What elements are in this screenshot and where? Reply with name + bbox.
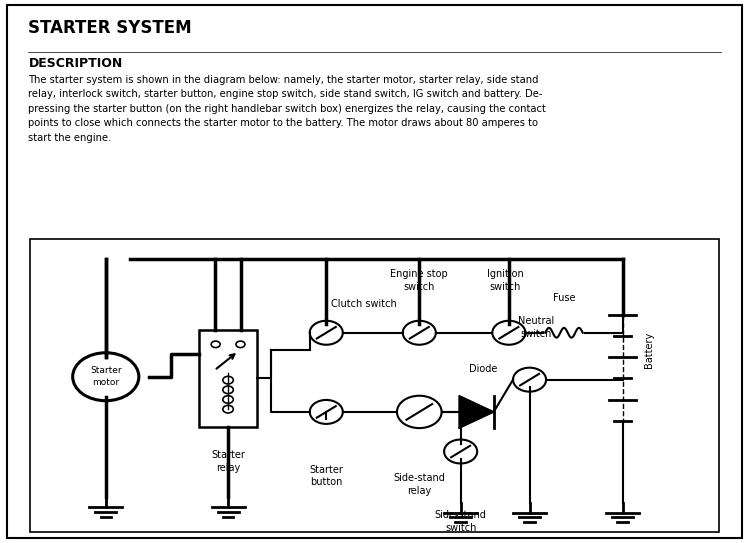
Text: STARTER SYSTEM: STARTER SYSTEM [28, 19, 192, 37]
Text: Side-stand
switch: Side-stand switch [434, 510, 487, 533]
Text: Battery: Battery [643, 332, 654, 369]
FancyBboxPatch shape [30, 239, 719, 532]
Text: Clutch switch: Clutch switch [331, 299, 397, 310]
Text: Diode: Diode [469, 364, 497, 374]
Text: Starter
relay: Starter relay [211, 450, 245, 473]
Text: Starter
button: Starter button [309, 465, 343, 487]
Text: Engine stop
switch: Engine stop switch [390, 269, 448, 292]
Bar [198, 330, 258, 427]
Text: Neutral
switch: Neutral switch [518, 316, 554, 339]
Text: Starter
motor: Starter motor [90, 367, 121, 387]
Text: DESCRIPTION: DESCRIPTION [28, 57, 123, 70]
Polygon shape [459, 396, 494, 428]
Text: Ignition
switch: Ignition switch [487, 269, 524, 292]
FancyBboxPatch shape [7, 5, 742, 538]
Text: Fuse: Fuse [553, 293, 575, 304]
Text: Side-stand
relay: Side-stand relay [393, 473, 445, 496]
Text: The starter system is shown in the diagram below: namely, the starter motor, sta: The starter system is shown in the diagr… [28, 75, 546, 142]
